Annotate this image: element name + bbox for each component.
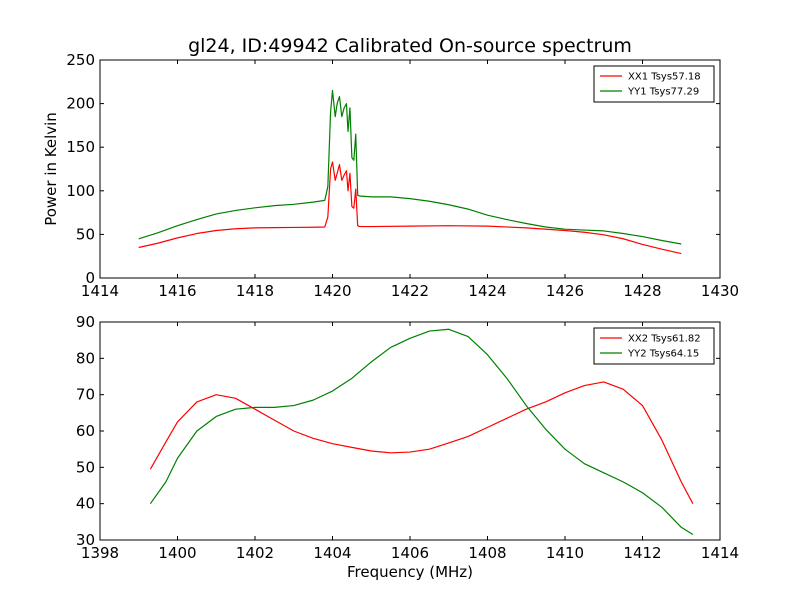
top-chart: 1414 1416 1418 1420 1422 1424 1426 1428 1430 0 50 1… <box>42 35 739 300</box>
x-tick-label: 1398 <box>81 544 119 562</box>
y-tick-label: 70 <box>76 386 95 404</box>
chart-title: gl24, ID:49942 Calibrated On-source spec… <box>188 35 632 57</box>
legend: XX2 Tsys61.82 YY2 Tsys64.15 <box>593 327 715 365</box>
legend-label: XX2 Tsys61.82 <box>628 334 701 345</box>
x-tick-label: 1400 <box>158 544 196 562</box>
x-tick-label: 1408 <box>468 544 506 562</box>
y-tick-label: 90 <box>76 313 95 331</box>
x-tick-label: 1428 <box>623 282 661 300</box>
y-tick-label: 100 <box>66 182 95 200</box>
x-tick-label: 1404 <box>313 544 351 562</box>
x-axis-label: Frequency (MHz) <box>347 563 473 581</box>
series-line-yy2 <box>149 328 694 536</box>
x-tick-label: 1430 <box>701 282 739 300</box>
x-tick-label: 1402 <box>236 544 274 562</box>
y-tick-label: 30 <box>76 531 95 549</box>
legend-label: YY1 Tsys77.29 <box>627 87 699 98</box>
series-line-xx1 <box>138 161 682 255</box>
y-tick-label: 60 <box>76 422 95 440</box>
y-tick-label: 250 <box>66 51 95 69</box>
series-line-yy1 <box>138 89 682 245</box>
x-tick-label: 1414 <box>81 282 119 300</box>
x-tick-label: 1406 <box>391 544 429 562</box>
x-tick-label: 1424 <box>468 282 506 300</box>
y-tick-label: 50 <box>76 458 95 476</box>
x-tick-label: 1418 <box>236 282 274 300</box>
bottom-chart: 1398 1400 1402 1404 1406 1408 1410 1412 1414 30 40… <box>76 313 739 581</box>
x-tick-label: 1422 <box>391 282 429 300</box>
legend-label: XX1 Tsys57.18 <box>628 72 701 83</box>
x-tick-label: 1412 <box>623 544 661 562</box>
y-tick-label: 80 <box>76 349 95 367</box>
legend-label: YY2 Tsys64.15 <box>627 349 699 360</box>
x-tick-label: 1426 <box>546 282 584 300</box>
y-tick-label: 0 <box>85 269 95 287</box>
legend: XX1 Tsys57.18 YY1 Tsys77.29 <box>593 65 715 103</box>
x-tick-label: 1416 <box>158 282 196 300</box>
series-line-xx2 <box>149 381 694 504</box>
y-tick-label: 50 <box>76 225 95 243</box>
y-tick-label: 40 <box>76 495 95 513</box>
x-tick-label: 1410 <box>546 544 584 562</box>
legend-box <box>593 65 715 103</box>
x-tick-label: 1414 <box>701 544 739 562</box>
y-axis-label: Power in Kelvin <box>42 112 60 226</box>
y-tick-label: 200 <box>66 95 95 113</box>
x-tick-label: 1420 <box>313 282 351 300</box>
y-tick-label: 150 <box>66 138 95 156</box>
legend-box <box>593 327 715 365</box>
